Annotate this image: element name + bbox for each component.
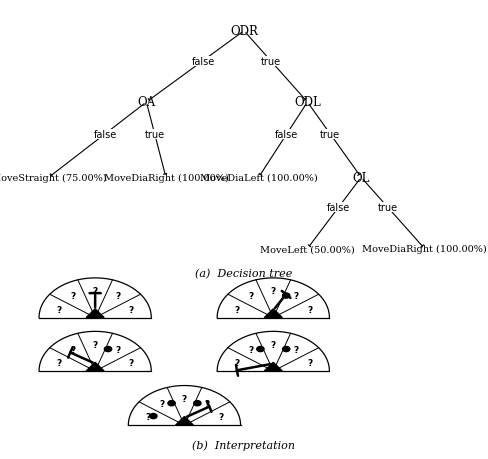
Text: ?: ? — [145, 413, 151, 421]
Text: (b)  Interpretation: (b) Interpretation — [192, 440, 296, 450]
Circle shape — [194, 401, 201, 406]
Text: ?: ? — [218, 413, 224, 421]
Text: ?: ? — [293, 345, 298, 354]
Circle shape — [283, 293, 290, 298]
Text: ?: ? — [271, 286, 276, 296]
Text: MoveLeft (50.00%): MoveLeft (50.00%) — [260, 245, 355, 253]
Polygon shape — [86, 309, 104, 318]
Text: ?: ? — [307, 358, 312, 367]
Text: ?: ? — [182, 394, 187, 403]
Circle shape — [283, 347, 290, 352]
Text: true: true — [144, 129, 164, 139]
Text: ?: ? — [56, 305, 61, 314]
Text: ?: ? — [70, 291, 75, 301]
Text: ?: ? — [234, 358, 240, 367]
Text: OL: OL — [352, 171, 370, 185]
Text: ?: ? — [160, 399, 164, 408]
Text: ?: ? — [93, 340, 98, 349]
Text: ?: ? — [248, 291, 253, 301]
Text: ?: ? — [307, 305, 312, 314]
Text: ?: ? — [129, 305, 134, 314]
Text: true: true — [320, 129, 340, 139]
Text: ?: ? — [204, 399, 209, 408]
Circle shape — [150, 414, 157, 419]
Polygon shape — [264, 309, 282, 318]
Polygon shape — [86, 363, 104, 371]
Polygon shape — [264, 363, 282, 371]
Text: MoveDiaRight (100.00%): MoveDiaRight (100.00%) — [362, 245, 487, 253]
Circle shape — [257, 347, 264, 352]
Text: ?: ? — [271, 340, 276, 349]
Text: (a)  Decision tree: (a) Decision tree — [195, 269, 293, 279]
Text: ODR: ODR — [230, 25, 258, 38]
Text: MoveDiaLeft (100.00%): MoveDiaLeft (100.00%) — [200, 174, 318, 182]
Text: ?: ? — [115, 291, 120, 301]
Text: ?: ? — [248, 345, 253, 354]
Text: false: false — [191, 56, 215, 67]
Text: true: true — [261, 56, 281, 67]
Text: MoveDiaRight (100.00%): MoveDiaRight (100.00%) — [103, 174, 228, 182]
Text: false: false — [94, 129, 117, 139]
Text: true: true — [378, 203, 398, 213]
Circle shape — [168, 401, 175, 406]
Text: ODL: ODL — [294, 96, 321, 109]
Circle shape — [104, 347, 112, 352]
Text: ?: ? — [293, 291, 298, 301]
Text: MoveStraight (75.00%): MoveStraight (75.00%) — [0, 174, 106, 182]
Text: ?: ? — [70, 345, 75, 354]
Text: ?: ? — [129, 358, 134, 367]
Text: ?: ? — [93, 286, 98, 296]
Text: ?: ? — [115, 345, 120, 354]
Polygon shape — [176, 417, 193, 425]
Text: OA: OA — [137, 96, 156, 109]
Text: false: false — [327, 203, 350, 213]
Text: ?: ? — [56, 358, 61, 367]
Text: false: false — [275, 129, 299, 139]
Text: ?: ? — [234, 305, 240, 314]
